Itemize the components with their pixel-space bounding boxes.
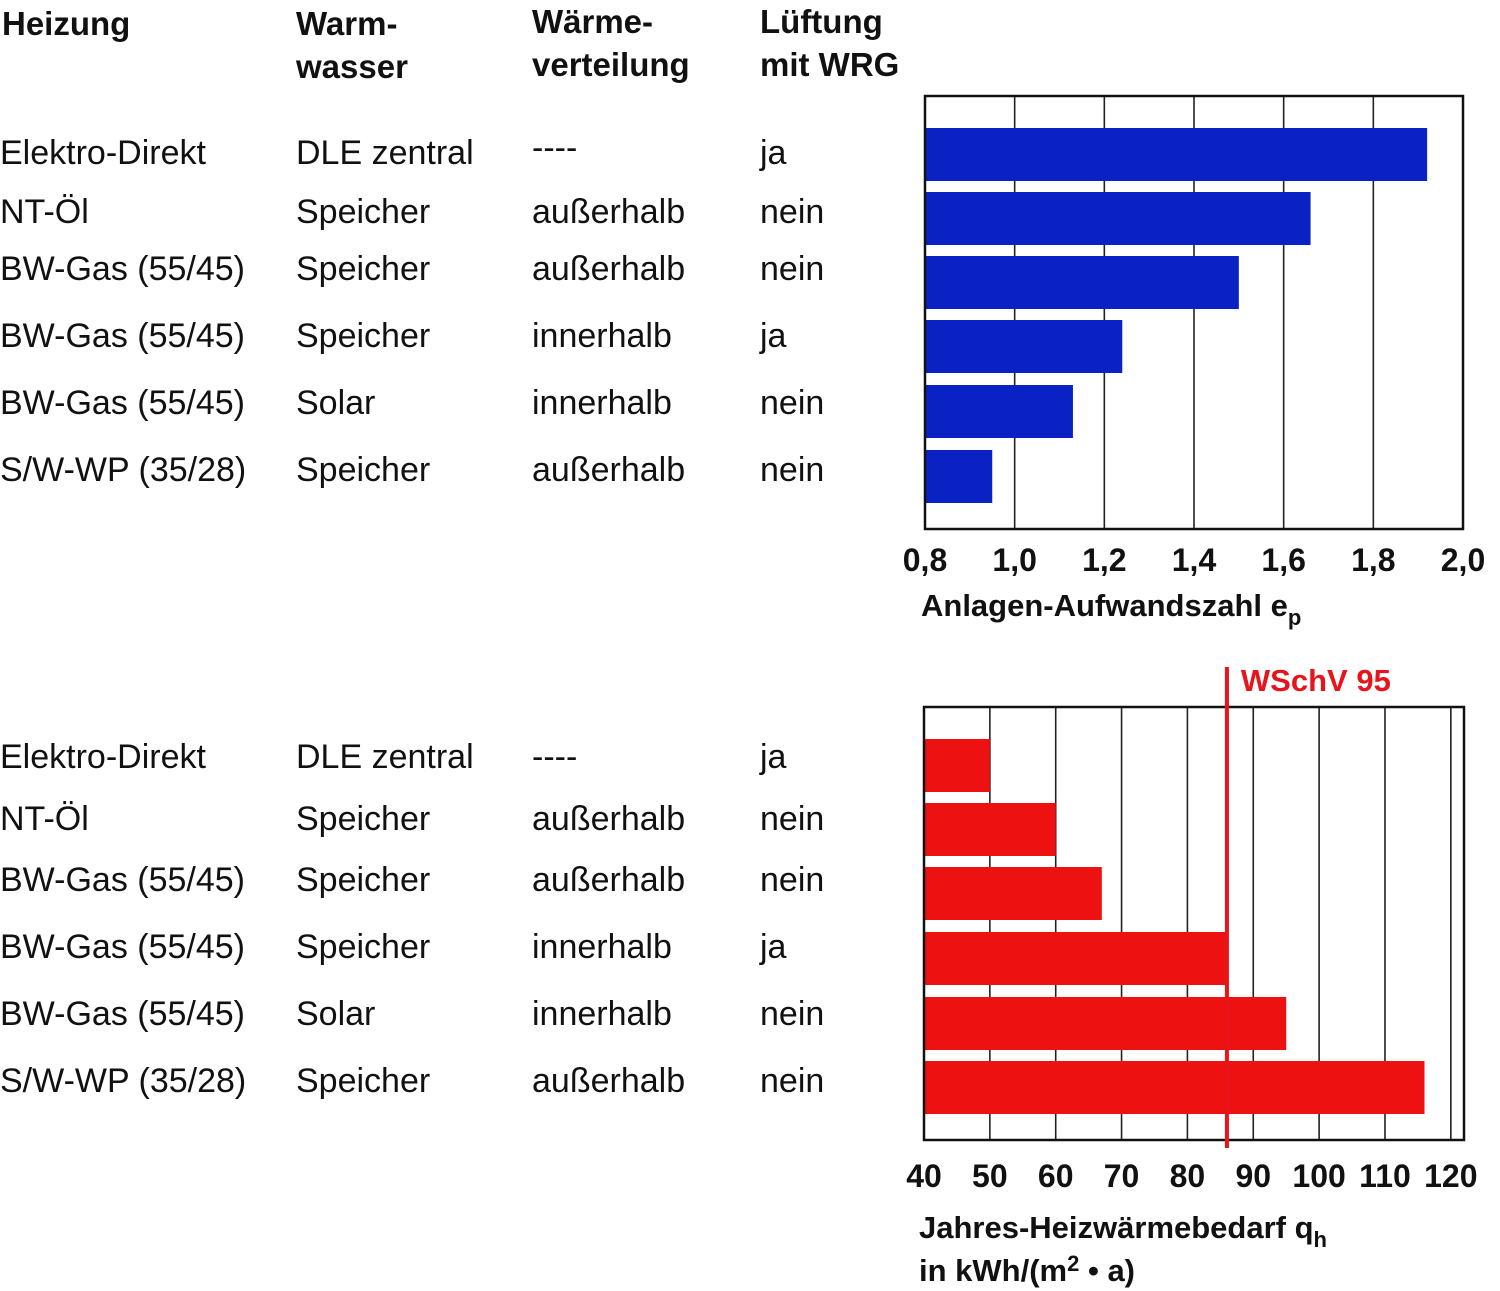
row6-heizung: S/W-WP (35/28) (0, 451, 247, 489)
chart-anlagen-aufwandszahl: 0,8 1,0 1,2 1,4 1,6 1,8 2,0 (903, 94, 1485, 578)
row5-warmwasser: Solar (296, 384, 376, 422)
chart2-tick-label: 110 (1359, 1158, 1411, 1194)
chart1-bar-3 (925, 256, 1239, 309)
row4-heizung: BW-Gas (55/45) (0, 317, 246, 355)
row1-verteilung: ---- (532, 129, 578, 167)
chart2-bar-3 (924, 867, 1102, 920)
row6-heizung-b: S/W-WP (35/28) (0, 1062, 247, 1100)
row1-warmwasser-b: DLE zentral (296, 738, 474, 776)
chart1-tick-label: 1,6 (1261, 542, 1305, 578)
row4-warmwasser-b: Speicher (296, 928, 431, 966)
chart1-tick-label: 2,0 (1441, 542, 1485, 578)
row4-verteilung: innerhalb (532, 317, 672, 355)
chart2-bar-4 (924, 932, 1227, 985)
row5-lueftung: nein (760, 384, 825, 422)
row6-verteilung: außerhalb (532, 451, 686, 489)
chart1-xlabel: Anlagen-Aufwandszahl ep (921, 588, 1301, 630)
chart2-bar-6 (924, 1061, 1425, 1114)
row5-verteilung: innerhalb (532, 384, 672, 422)
row2-verteilung: außerhalb (532, 193, 686, 231)
row4-verteilung-b: innerhalb (532, 928, 672, 966)
header-lueftung: Lüftung mit WRG (760, 3, 900, 83)
row6-verteilung-b: außerhalb (532, 1062, 686, 1100)
row1-heizung: Elektro-Direkt (0, 134, 206, 172)
row3-verteilung-b: außerhalb (532, 861, 686, 899)
header-heizung: Heizung (2, 5, 131, 42)
chart2-tick-label: 50 (972, 1158, 1008, 1194)
row6-lueftung: nein (760, 451, 825, 489)
chart1-tick-label: 1,2 (1082, 542, 1126, 578)
chart2-bar-1 (924, 739, 990, 792)
chart1-bar-1 (925, 128, 1428, 181)
chart2-tick-label: 100 (1292, 1158, 1345, 1194)
chart1-bar-2 (925, 192, 1311, 245)
chart2-tick-label: 80 (1170, 1158, 1206, 1194)
chart1-bar-5 (925, 385, 1073, 438)
row5-heizung-b: BW-Gas (55/45) (0, 995, 246, 1033)
chart2-frame (922, 705, 1466, 1142)
row5-warmwasser-b: Solar (296, 995, 376, 1033)
row2-warmwasser: Speicher (296, 193, 431, 231)
row2-heizung: NT-Öl (0, 193, 89, 231)
chart1-tick-label: 1,0 (992, 542, 1036, 578)
chart2-tick-label: 70 (1104, 1158, 1140, 1194)
chart2-bar-2 (924, 803, 1056, 856)
row6-lueftung-b: nein (760, 1062, 825, 1100)
chart1-bar-4 (925, 320, 1123, 373)
chart-heizwaermebedarf: 40 50 60 70 80 90 100 110 120 WSchV 95 (906, 663, 1477, 1194)
row2-heizung-b: NT-Öl (0, 800, 89, 838)
row3-warmwasser-b: Speicher (296, 861, 431, 899)
chart2-xlabel-line2: in kWh/(m2 • a) (919, 1251, 1135, 1288)
row3-lueftung-b: nein (760, 861, 825, 899)
chart1-tick-label: 1,8 (1351, 542, 1395, 578)
header-warmwasser: Warm- wasser (296, 5, 408, 85)
row3-verteilung: außerhalb (532, 250, 686, 288)
row2-warmwasser-b: Speicher (296, 800, 431, 838)
row3-lueftung: nein (760, 250, 825, 288)
chart1-tick-label: 0,8 (903, 542, 947, 578)
row1-warmwasser: DLE zentral (296, 134, 474, 172)
chart1-frame (923, 94, 1465, 531)
chart2-bar-5 (924, 997, 1287, 1050)
chart2-tick-label: 40 (906, 1158, 942, 1194)
row2-verteilung-b: außerhalb (532, 800, 686, 838)
row4-warmwasser: Speicher (296, 317, 431, 355)
row2-lueftung-b: nein (760, 800, 825, 838)
row3-warmwasser: Speicher (296, 250, 431, 288)
row5-heizung: BW-Gas (55/45) (0, 384, 246, 422)
chart2-tick-label: 120 (1424, 1158, 1477, 1194)
row1-lueftung-b: ja (760, 738, 787, 776)
row4-lueftung-b: ja (760, 928, 787, 966)
row6-warmwasser-b: Speicher (296, 1062, 431, 1100)
row3-heizung: BW-Gas (55/45) (0, 250, 246, 288)
row3-heizung-b: BW-Gas (55/45) (0, 861, 246, 899)
chart1-tick-label: 1,4 (1172, 542, 1217, 578)
chart1-bar-6 (925, 450, 993, 503)
row5-verteilung-b: innerhalb (532, 995, 672, 1033)
row2-lueftung: nein (760, 193, 825, 231)
row1-verteilung-b: ---- (532, 738, 578, 776)
row1-lueftung: ja (760, 134, 787, 172)
chart2-tick-label: 90 (1235, 1158, 1271, 1194)
row5-lueftung-b: nein (760, 995, 825, 1033)
row4-lueftung: ja (760, 317, 787, 355)
chart2-xlabel-line1: Jahres-Heizwärmebedarf qh (919, 1210, 1327, 1252)
chart2-tick-label: 60 (1038, 1158, 1074, 1194)
row4-heizung-b: BW-Gas (55/45) (0, 928, 246, 966)
chart2-reference-label: WSchV 95 (1241, 663, 1391, 698)
row6-warmwasser: Speicher (296, 451, 431, 489)
header-waermeverteilung: Wärme- verteilung (532, 3, 690, 83)
row1-heizung-b: Elektro-Direkt (0, 738, 206, 776)
